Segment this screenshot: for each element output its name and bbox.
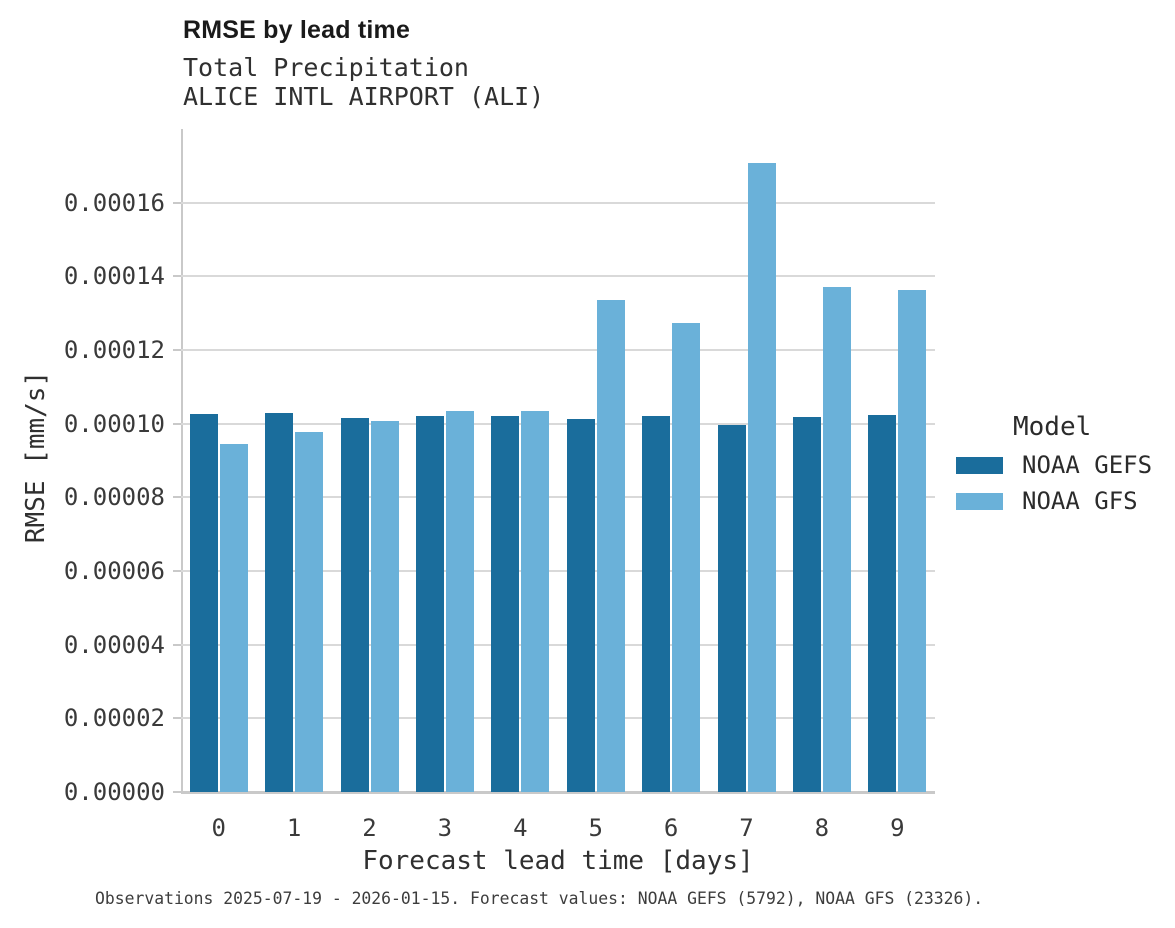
x-axis-line (181, 791, 935, 794)
y-tick-mark (173, 717, 181, 720)
y-axis-line (181, 129, 183, 792)
bar-noaa-gfs-lead-2 (371, 421, 399, 792)
bar-noaa-gefs-lead-8 (793, 417, 821, 792)
y-tick-mark (173, 791, 181, 793)
legend-swatch-icon (956, 492, 1003, 510)
bar-noaa-gfs-lead-6 (672, 323, 700, 792)
legend-items: NOAA GEFS NOAA GFS (956, 451, 1175, 515)
chart-station-subtitle: ALICE INTL AIRPORT (ALI) (183, 82, 545, 111)
bar-noaa-gfs-lead-7 (748, 163, 776, 792)
x-tick-label: 8 (814, 814, 830, 842)
x-axis-title: Forecast lead time [days] (362, 846, 754, 876)
gridline (181, 201, 935, 204)
bar-noaa-gfs-lead-3 (446, 411, 474, 792)
y-tick-label: 0.00012 (63, 336, 165, 364)
gridline (181, 717, 935, 720)
gridline (181, 570, 935, 572)
bar-noaa-gefs-lead-0 (190, 414, 218, 792)
bar-noaa-gfs-lead-0 (220, 444, 248, 792)
y-tick-mark (173, 643, 181, 646)
x-tick-label: 7 (739, 814, 754, 842)
bar-noaa-gefs-lead-5 (567, 419, 595, 792)
bar-noaa-gfs-lead-5 (597, 300, 625, 792)
bar-noaa-gfs-lead-4 (521, 411, 549, 792)
x-tick-label: 9 (890, 814, 905, 842)
y-tick-label: 0.00008 (63, 483, 165, 512)
caption: Observations 2025-07-19 - 2026-01-15. Fo… (95, 889, 984, 908)
y-tick-label: 0.00004 (63, 630, 165, 659)
gridline (181, 643, 935, 646)
legend-swatch-icon (956, 456, 1003, 474)
legend-title: Model (1013, 412, 1092, 442)
chart-title: RMSE by lead time (183, 16, 411, 44)
legend-item-noaa-gfs: NOAA GFS (956, 487, 1175, 515)
y-tick-mark (173, 275, 181, 278)
bar-noaa-gefs-lead-3 (416, 416, 444, 792)
bar-noaa-gefs-lead-9 (868, 415, 896, 792)
x-tick-label: 6 (663, 814, 679, 842)
chart-subtitle: Total Precipitation (183, 53, 469, 82)
bar-noaa-gfs-lead-9 (898, 290, 926, 792)
plot-area (181, 129, 935, 792)
gridline (181, 422, 935, 425)
gridline (181, 275, 935, 278)
bar-noaa-gefs-lead-7 (718, 425, 746, 792)
x-tick-label: 0 (211, 814, 226, 842)
bar-noaa-gefs-lead-4 (491, 416, 519, 792)
legend-item-noaa-gefs: NOAA GEFS (956, 451, 1175, 479)
legend: Model NOAA GEFS NOAA GFS (956, 412, 1175, 528)
x-tick-label: 3 (437, 814, 453, 842)
x-tick-label: 5 (588, 814, 603, 842)
x-tick-label: 2 (362, 814, 377, 842)
title-block: RMSE by lead time Total Precipitation AL… (183, 16, 544, 111)
y-tick-mark (173, 496, 181, 499)
legend-label: NOAA GEFS (1022, 451, 1153, 479)
y-tick-label: 0.00000 (63, 778, 165, 806)
x-tick-label: 1 (286, 814, 302, 842)
y-axis-title: RMSE [mm/s] (21, 370, 51, 544)
y-tick-mark (173, 570, 181, 572)
legend-label: NOAA GFS (1022, 487, 1138, 515)
y-tick-mark (173, 422, 181, 425)
y-tick-label: 0.00006 (63, 557, 165, 585)
y-tick-label: 0.00014 (63, 262, 165, 291)
bar-noaa-gfs-lead-8 (823, 287, 851, 792)
bar-noaa-gefs-lead-1 (265, 413, 293, 792)
gridline (181, 496, 935, 499)
bar-noaa-gfs-lead-1 (295, 432, 323, 792)
y-tick-mark (173, 349, 181, 351)
y-tick-label: 0.00016 (63, 188, 165, 217)
y-tick-label: 0.00010 (63, 409, 165, 438)
x-tick-label: 4 (513, 814, 528, 842)
y-tick-label: 0.00002 (63, 704, 165, 733)
y-tick-mark (173, 201, 181, 204)
bar-noaa-gefs-lead-2 (341, 418, 369, 792)
bar-noaa-gefs-lead-6 (642, 416, 670, 792)
gridline (181, 349, 935, 351)
